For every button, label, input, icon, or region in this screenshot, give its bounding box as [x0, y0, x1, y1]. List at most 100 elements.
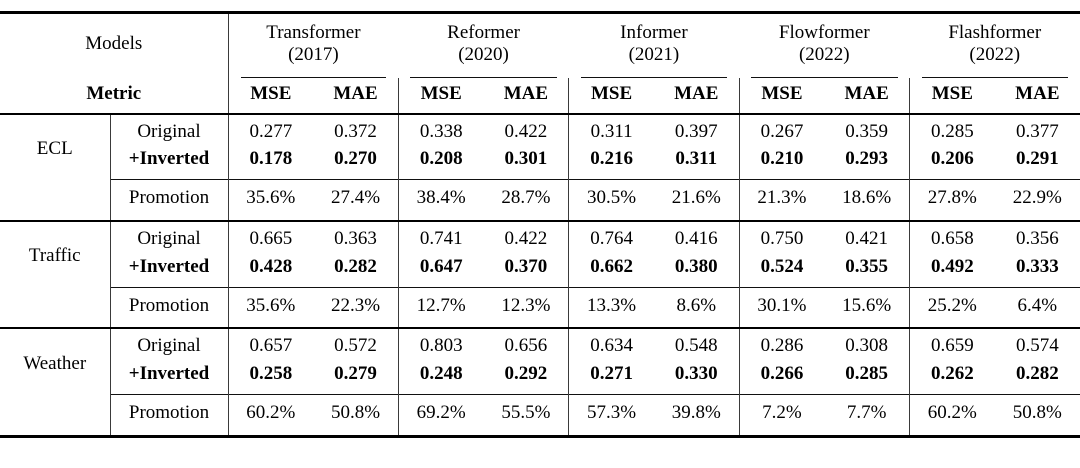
metric-header-mae: MAE — [313, 78, 398, 114]
model-header-reformer: Reformer (2020) — [398, 14, 568, 78]
model-year: (2022) — [739, 44, 909, 66]
promotion-cell: 35.6% — [228, 287, 313, 328]
value-cell: 0.665 — [228, 221, 313, 253]
value-cell: 0.279 — [313, 360, 398, 394]
promotion-cell: 12.3% — [484, 287, 569, 328]
empty-cell — [0, 180, 110, 221]
table-row-traffic-inverted: +Inverted 0.428 0.282 0.647 0.370 0.662 … — [0, 253, 1080, 287]
dataset-label-ecl: ECL — [0, 114, 110, 180]
row-label: Original — [110, 114, 228, 146]
value-cell: 0.548 — [654, 328, 739, 360]
value-cell: 0.258 — [228, 360, 313, 394]
promotion-cell: 18.6% — [824, 180, 909, 221]
value-cell: 0.356 — [995, 221, 1080, 253]
model-year: (2021) — [569, 44, 739, 66]
value-cell: 0.285 — [824, 360, 909, 394]
value-cell: 0.492 — [910, 253, 995, 287]
metric-label: Metric — [0, 78, 228, 114]
value-cell: 0.308 — [824, 328, 909, 360]
dataset-label-traffic: Traffic — [0, 221, 110, 287]
value-cell: 0.416 — [654, 221, 739, 253]
value-cell: 0.333 — [995, 253, 1080, 287]
value-cell: 0.372 — [313, 114, 398, 146]
model-header-informer: Informer (2021) — [569, 14, 739, 78]
model-header-transformer: Transformer (2017) — [228, 14, 398, 78]
promotion-cell: 57.3% — [569, 394, 654, 434]
promotion-cell: 6.4% — [995, 287, 1080, 328]
value-cell: 0.270 — [313, 145, 398, 179]
value-cell: 0.658 — [910, 221, 995, 253]
metric-header-mae: MAE — [995, 78, 1080, 114]
value-cell: 0.662 — [569, 253, 654, 287]
promotion-cell: 30.5% — [569, 180, 654, 221]
metric-header-mse: MSE — [910, 78, 995, 114]
model-name: Flashformer — [910, 22, 1080, 44]
value-cell: 0.647 — [398, 253, 483, 287]
promotion-cell: 30.1% — [739, 287, 824, 328]
promotion-cell: 55.5% — [484, 394, 569, 434]
table-row-weather-promotion: Promotion 60.2% 50.8% 69.2% 55.5% 57.3% … — [0, 394, 1080, 434]
value-cell: 0.750 — [739, 221, 824, 253]
promotion-cell: 21.6% — [654, 180, 739, 221]
value-cell: 0.574 — [995, 328, 1080, 360]
promotion-cell: 7.7% — [824, 394, 909, 434]
promotion-cell: 22.3% — [313, 287, 398, 328]
value-cell: 0.428 — [228, 253, 313, 287]
model-header-flowformer: Flowformer (2022) — [739, 14, 909, 78]
value-cell: 0.267 — [739, 114, 824, 146]
row-label: Promotion — [110, 287, 228, 328]
table-row-ecl-original: ECL Original 0.277 0.372 0.338 0.422 0.3… — [0, 114, 1080, 146]
value-cell: 0.803 — [398, 328, 483, 360]
row-label: Original — [110, 221, 228, 253]
promotion-cell: 69.2% — [398, 394, 483, 434]
metric-header-mse: MSE — [228, 78, 313, 114]
metric-header-row: Metric MSE MAE MSE MAE MSE MAE MSE MAE M… — [0, 78, 1080, 114]
promotion-cell: 60.2% — [910, 394, 995, 434]
value-cell: 0.178 — [228, 145, 313, 179]
value-cell: 0.659 — [910, 328, 995, 360]
promotion-cell: 8.6% — [654, 287, 739, 328]
row-label: +Inverted — [110, 360, 228, 394]
promotion-cell: 39.8% — [654, 394, 739, 434]
table-body: ECL Original 0.277 0.372 0.338 0.422 0.3… — [0, 114, 1080, 435]
value-cell: 0.292 — [484, 360, 569, 394]
value-cell: 0.330 — [654, 360, 739, 394]
model-header-flashformer: Flashformer (2022) — [910, 14, 1080, 78]
promotion-cell: 15.6% — [824, 287, 909, 328]
promotion-cell: 25.2% — [910, 287, 995, 328]
value-cell: 0.248 — [398, 360, 483, 394]
table-row-weather-inverted: +Inverted 0.258 0.279 0.248 0.292 0.271 … — [0, 360, 1080, 394]
dataset-label-weather: Weather — [0, 328, 110, 394]
empty-cell — [0, 394, 110, 434]
metric-header-mse: MSE — [569, 78, 654, 114]
model-year: (2022) — [910, 44, 1080, 66]
value-cell: 0.216 — [569, 145, 654, 179]
metric-header-mae: MAE — [824, 78, 909, 114]
metric-header-mse: MSE — [739, 78, 824, 114]
value-cell: 0.422 — [484, 221, 569, 253]
metric-header-mae: MAE — [484, 78, 569, 114]
promotion-cell: 13.3% — [569, 287, 654, 328]
metric-header-mae: MAE — [654, 78, 739, 114]
value-cell: 0.338 — [398, 114, 483, 146]
value-cell: 0.266 — [739, 360, 824, 394]
value-cell: 0.206 — [910, 145, 995, 179]
table-header: Models Transformer (2017) Reformer (2020… — [0, 14, 1080, 114]
row-label: Promotion — [110, 394, 228, 434]
table-row-weather-original: Weather Original 0.657 0.572 0.803 0.656… — [0, 328, 1080, 360]
value-cell: 0.524 — [739, 253, 824, 287]
value-cell: 0.277 — [228, 114, 313, 146]
row-label: +Inverted — [110, 145, 228, 179]
value-cell: 0.572 — [313, 328, 398, 360]
metric-header-mse: MSE — [398, 78, 483, 114]
value-cell: 0.359 — [824, 114, 909, 146]
promotion-cell: 38.4% — [398, 180, 483, 221]
promotion-cell: 28.7% — [484, 180, 569, 221]
value-cell: 0.370 — [484, 253, 569, 287]
value-cell: 0.764 — [569, 221, 654, 253]
value-cell: 0.634 — [569, 328, 654, 360]
promotion-cell: 7.2% — [739, 394, 824, 434]
value-cell: 0.656 — [484, 328, 569, 360]
value-cell: 0.377 — [995, 114, 1080, 146]
value-cell: 0.293 — [824, 145, 909, 179]
